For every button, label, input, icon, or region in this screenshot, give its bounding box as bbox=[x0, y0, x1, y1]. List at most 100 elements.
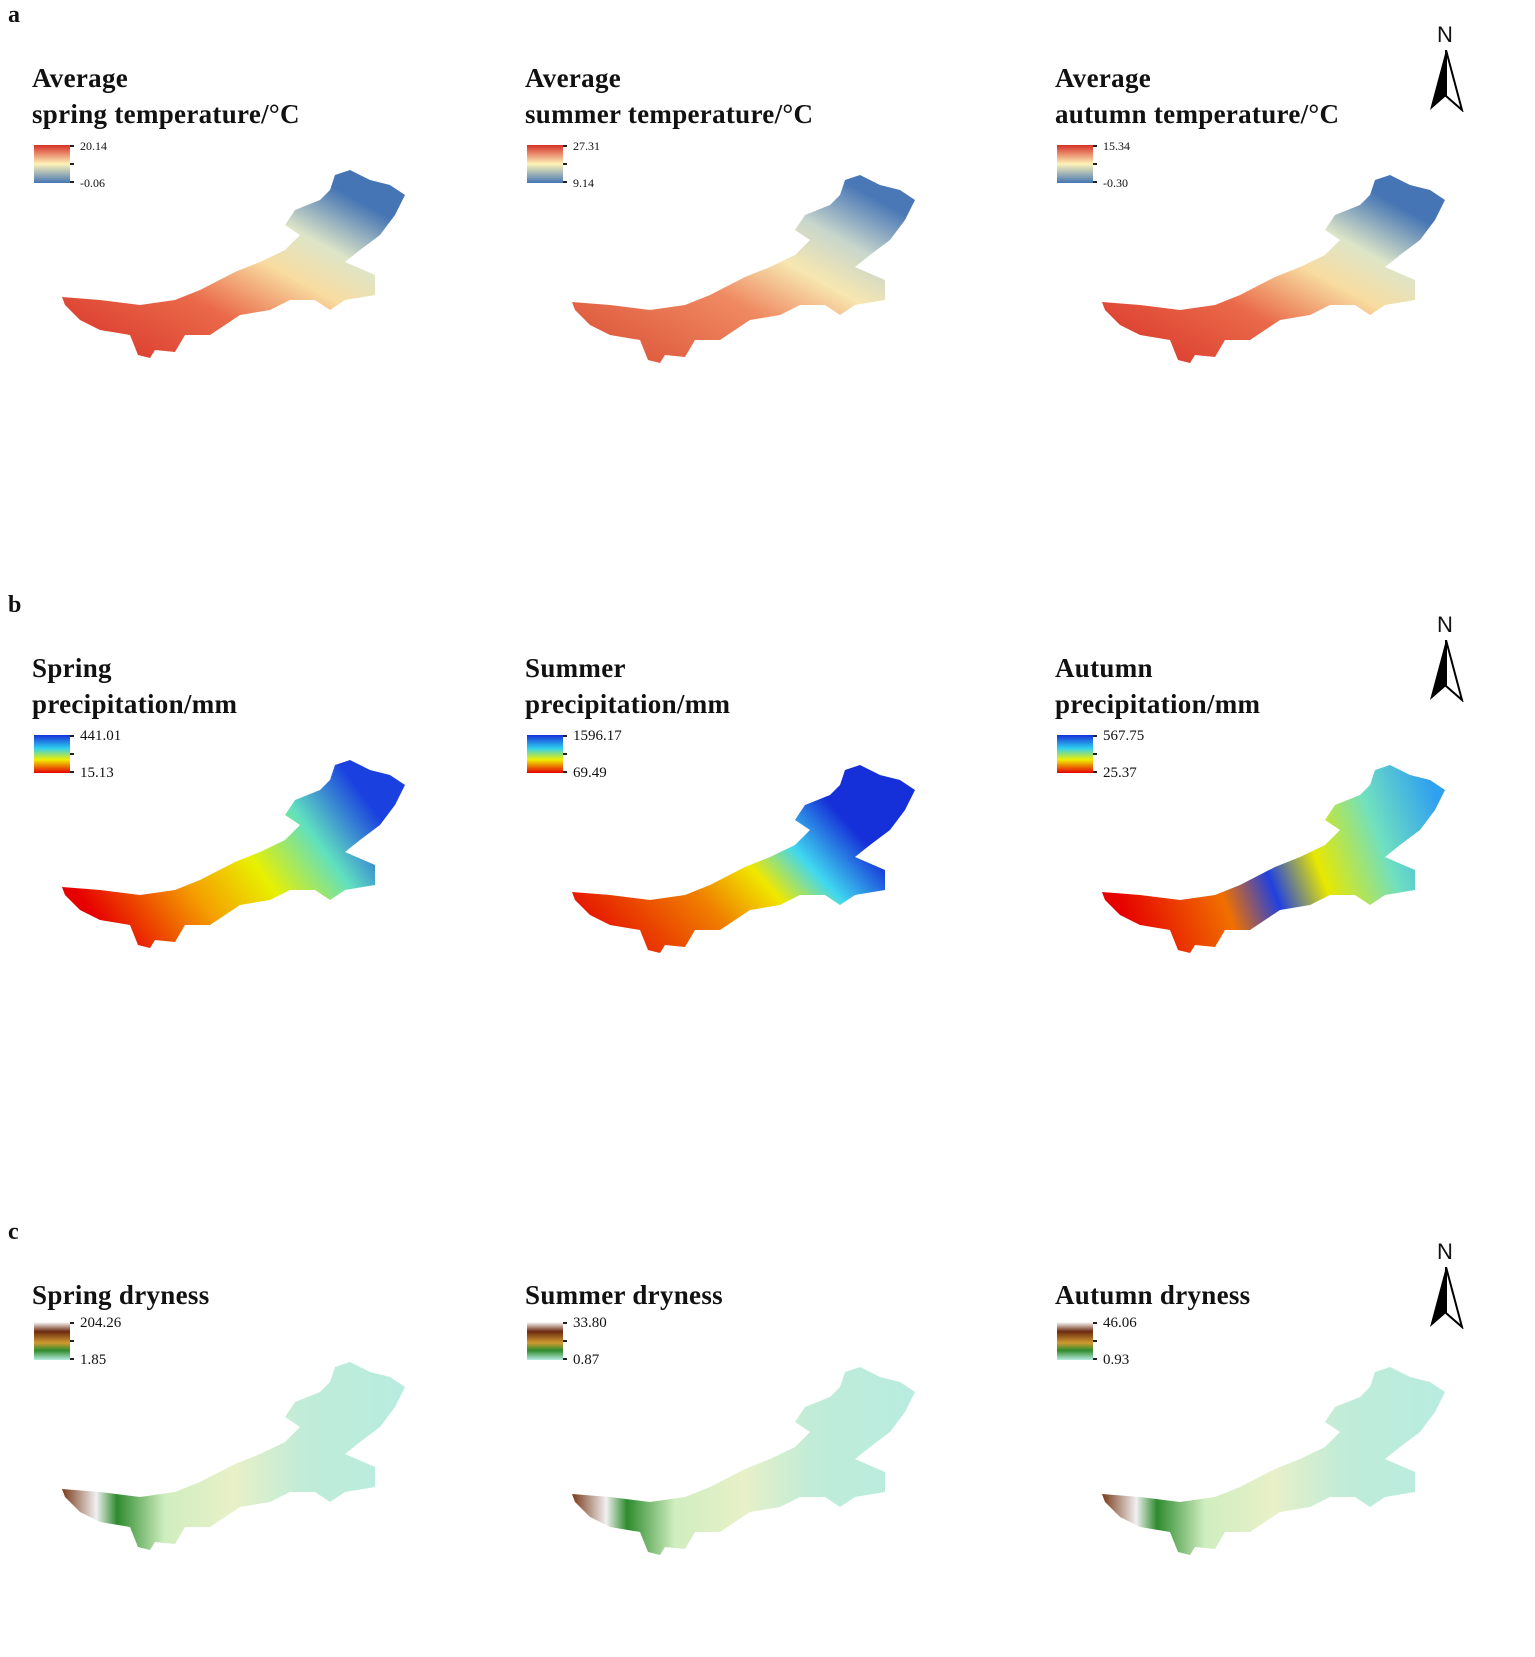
legend-colorbar bbox=[34, 735, 70, 773]
region-shape bbox=[1102, 765, 1445, 953]
legend-max-label: 20.14 bbox=[80, 139, 107, 153]
north-label: N bbox=[1437, 612, 1453, 637]
panel-title: Spring dryness bbox=[32, 1280, 210, 1310]
legend-max-label: 567.75 bbox=[1103, 728, 1145, 744]
north-arrow: N bbox=[1426, 1239, 1466, 1329]
color-legend: 46.06 0.93 bbox=[1057, 1316, 1137, 1368]
color-legend: 33.80 0.87 bbox=[527, 1316, 607, 1368]
legend-max-label: 33.80 bbox=[573, 1315, 607, 1331]
north-arrow: N bbox=[1426, 612, 1466, 702]
legend-max-label: 204.26 bbox=[80, 1315, 122, 1331]
map-panel: Spring precipitation/mm 441.01 15.13 bbox=[32, 650, 492, 1030]
legend-min-label: 1.85 bbox=[80, 1352, 107, 1368]
north-arrow-icon bbox=[1430, 50, 1464, 112]
panel-title: Average spring temperature/°C bbox=[32, 63, 300, 129]
legend-tick bbox=[563, 735, 567, 737]
region-map bbox=[1100, 170, 1450, 375]
region-shape bbox=[1102, 175, 1445, 363]
north-arrow: N bbox=[1426, 22, 1466, 112]
legend-tick bbox=[70, 1322, 74, 1324]
panel-title: Average summer temperature/°C bbox=[525, 63, 814, 129]
legend-min-label: 25.37 bbox=[1103, 765, 1137, 781]
region-map bbox=[1100, 1362, 1450, 1567]
north-label: N bbox=[1437, 1239, 1453, 1264]
region-shape bbox=[62, 170, 405, 358]
region-map bbox=[570, 170, 920, 375]
legend-max-label: 441.01 bbox=[80, 728, 122, 744]
legend-min-label: -0.30 bbox=[1103, 176, 1128, 190]
north-arrow-icon bbox=[1430, 1267, 1464, 1329]
map-panel: Autumn dryness 46.06 0.93 bbox=[1055, 1277, 1515, 1657]
legend-colorbar bbox=[1057, 1322, 1093, 1360]
legend-tick bbox=[70, 1358, 74, 1360]
legend-tick bbox=[1093, 1322, 1097, 1324]
north-arrow-icon bbox=[1430, 640, 1464, 702]
panel-title: Average autumn temperature/°C bbox=[1055, 63, 1340, 129]
color-legend: 441.01 15.13 bbox=[34, 729, 121, 781]
region-map bbox=[60, 165, 410, 370]
map-panel: Average autumn temperature/°C 15.34 -0.30 bbox=[1055, 60, 1515, 440]
region-map bbox=[1100, 760, 1450, 965]
legend-tick bbox=[70, 163, 74, 165]
legend-tick bbox=[1093, 735, 1097, 737]
panel-label-c: c bbox=[8, 1219, 19, 1245]
legend-tick bbox=[563, 145, 567, 147]
legend-min-label: 0.87 bbox=[573, 1352, 600, 1368]
legend-max-label: 1596.17 bbox=[573, 728, 622, 744]
region-map bbox=[570, 1362, 920, 1567]
region-map bbox=[570, 760, 920, 965]
panel-label-b: b bbox=[8, 592, 22, 618]
panel-title: Autumn dryness bbox=[1055, 1280, 1251, 1310]
legend-tick bbox=[70, 181, 74, 183]
panel-title: Summer precipitation/mm bbox=[525, 653, 731, 719]
color-legend: 204.26 1.85 bbox=[34, 1316, 121, 1368]
map-panel: Summer precipitation/mm 1596.17 69.49 bbox=[525, 650, 985, 1030]
region-shape bbox=[572, 1367, 915, 1555]
legend-min-label: -0.06 bbox=[80, 176, 105, 190]
legend-max-label: 15.34 bbox=[1103, 139, 1130, 153]
legend-tick bbox=[70, 771, 74, 773]
legend-tick bbox=[70, 735, 74, 737]
legend-tick bbox=[70, 1340, 74, 1342]
legend-colorbar bbox=[34, 1322, 70, 1360]
map-panel: Average spring temperature/°C 20.14 -0.06 bbox=[32, 60, 492, 440]
region-shape bbox=[572, 765, 915, 953]
color-legend: 20.14 -0.06 bbox=[34, 139, 107, 190]
legend-tick bbox=[563, 771, 567, 773]
legend-tick bbox=[563, 163, 567, 165]
legend-tick bbox=[1093, 145, 1097, 147]
legend-tick bbox=[70, 145, 74, 147]
legend-tick bbox=[1093, 753, 1097, 755]
color-legend: 567.75 25.37 bbox=[1057, 729, 1144, 781]
legend-tick bbox=[1093, 1340, 1097, 1342]
panel-title: Summer dryness bbox=[525, 1280, 723, 1310]
panel-title: Spring precipitation/mm bbox=[32, 653, 238, 719]
map-panel: Spring dryness 204.26 1.85 bbox=[32, 1277, 492, 1657]
legend-min-label: 69.49 bbox=[573, 765, 607, 781]
legend-max-label: 27.31 bbox=[573, 139, 600, 153]
map-panel: Autumn precipitation/mm 567.75 25.37 bbox=[1055, 650, 1515, 1030]
legend-colorbar bbox=[527, 735, 563, 773]
region-shape bbox=[62, 760, 405, 948]
legend-min-label: 0.93 bbox=[1103, 1352, 1130, 1368]
legend-colorbar bbox=[34, 145, 70, 183]
legend-colorbar bbox=[1057, 145, 1093, 183]
map-panel: Summer dryness 33.80 0.87 bbox=[525, 1277, 985, 1657]
legend-colorbar bbox=[527, 1322, 563, 1360]
color-legend: 15.34 -0.30 bbox=[1057, 139, 1130, 190]
legend-colorbar bbox=[1057, 735, 1093, 773]
legend-min-label: 9.14 bbox=[573, 176, 594, 190]
region-shape bbox=[572, 175, 915, 363]
legend-tick bbox=[1093, 181, 1097, 183]
panel-label-a: a bbox=[8, 2, 20, 28]
legend-tick bbox=[563, 1358, 567, 1360]
region-map bbox=[60, 755, 410, 960]
panel-title: Autumn precipitation/mm bbox=[1055, 653, 1261, 719]
color-legend: 27.31 9.14 bbox=[527, 139, 600, 190]
legend-tick bbox=[70, 753, 74, 755]
legend-tick bbox=[563, 1340, 567, 1342]
legend-max-label: 46.06 bbox=[1103, 1315, 1137, 1331]
region-shape bbox=[62, 1362, 405, 1550]
color-legend: 1596.17 69.49 bbox=[527, 729, 622, 781]
region-shape bbox=[1102, 1367, 1445, 1555]
